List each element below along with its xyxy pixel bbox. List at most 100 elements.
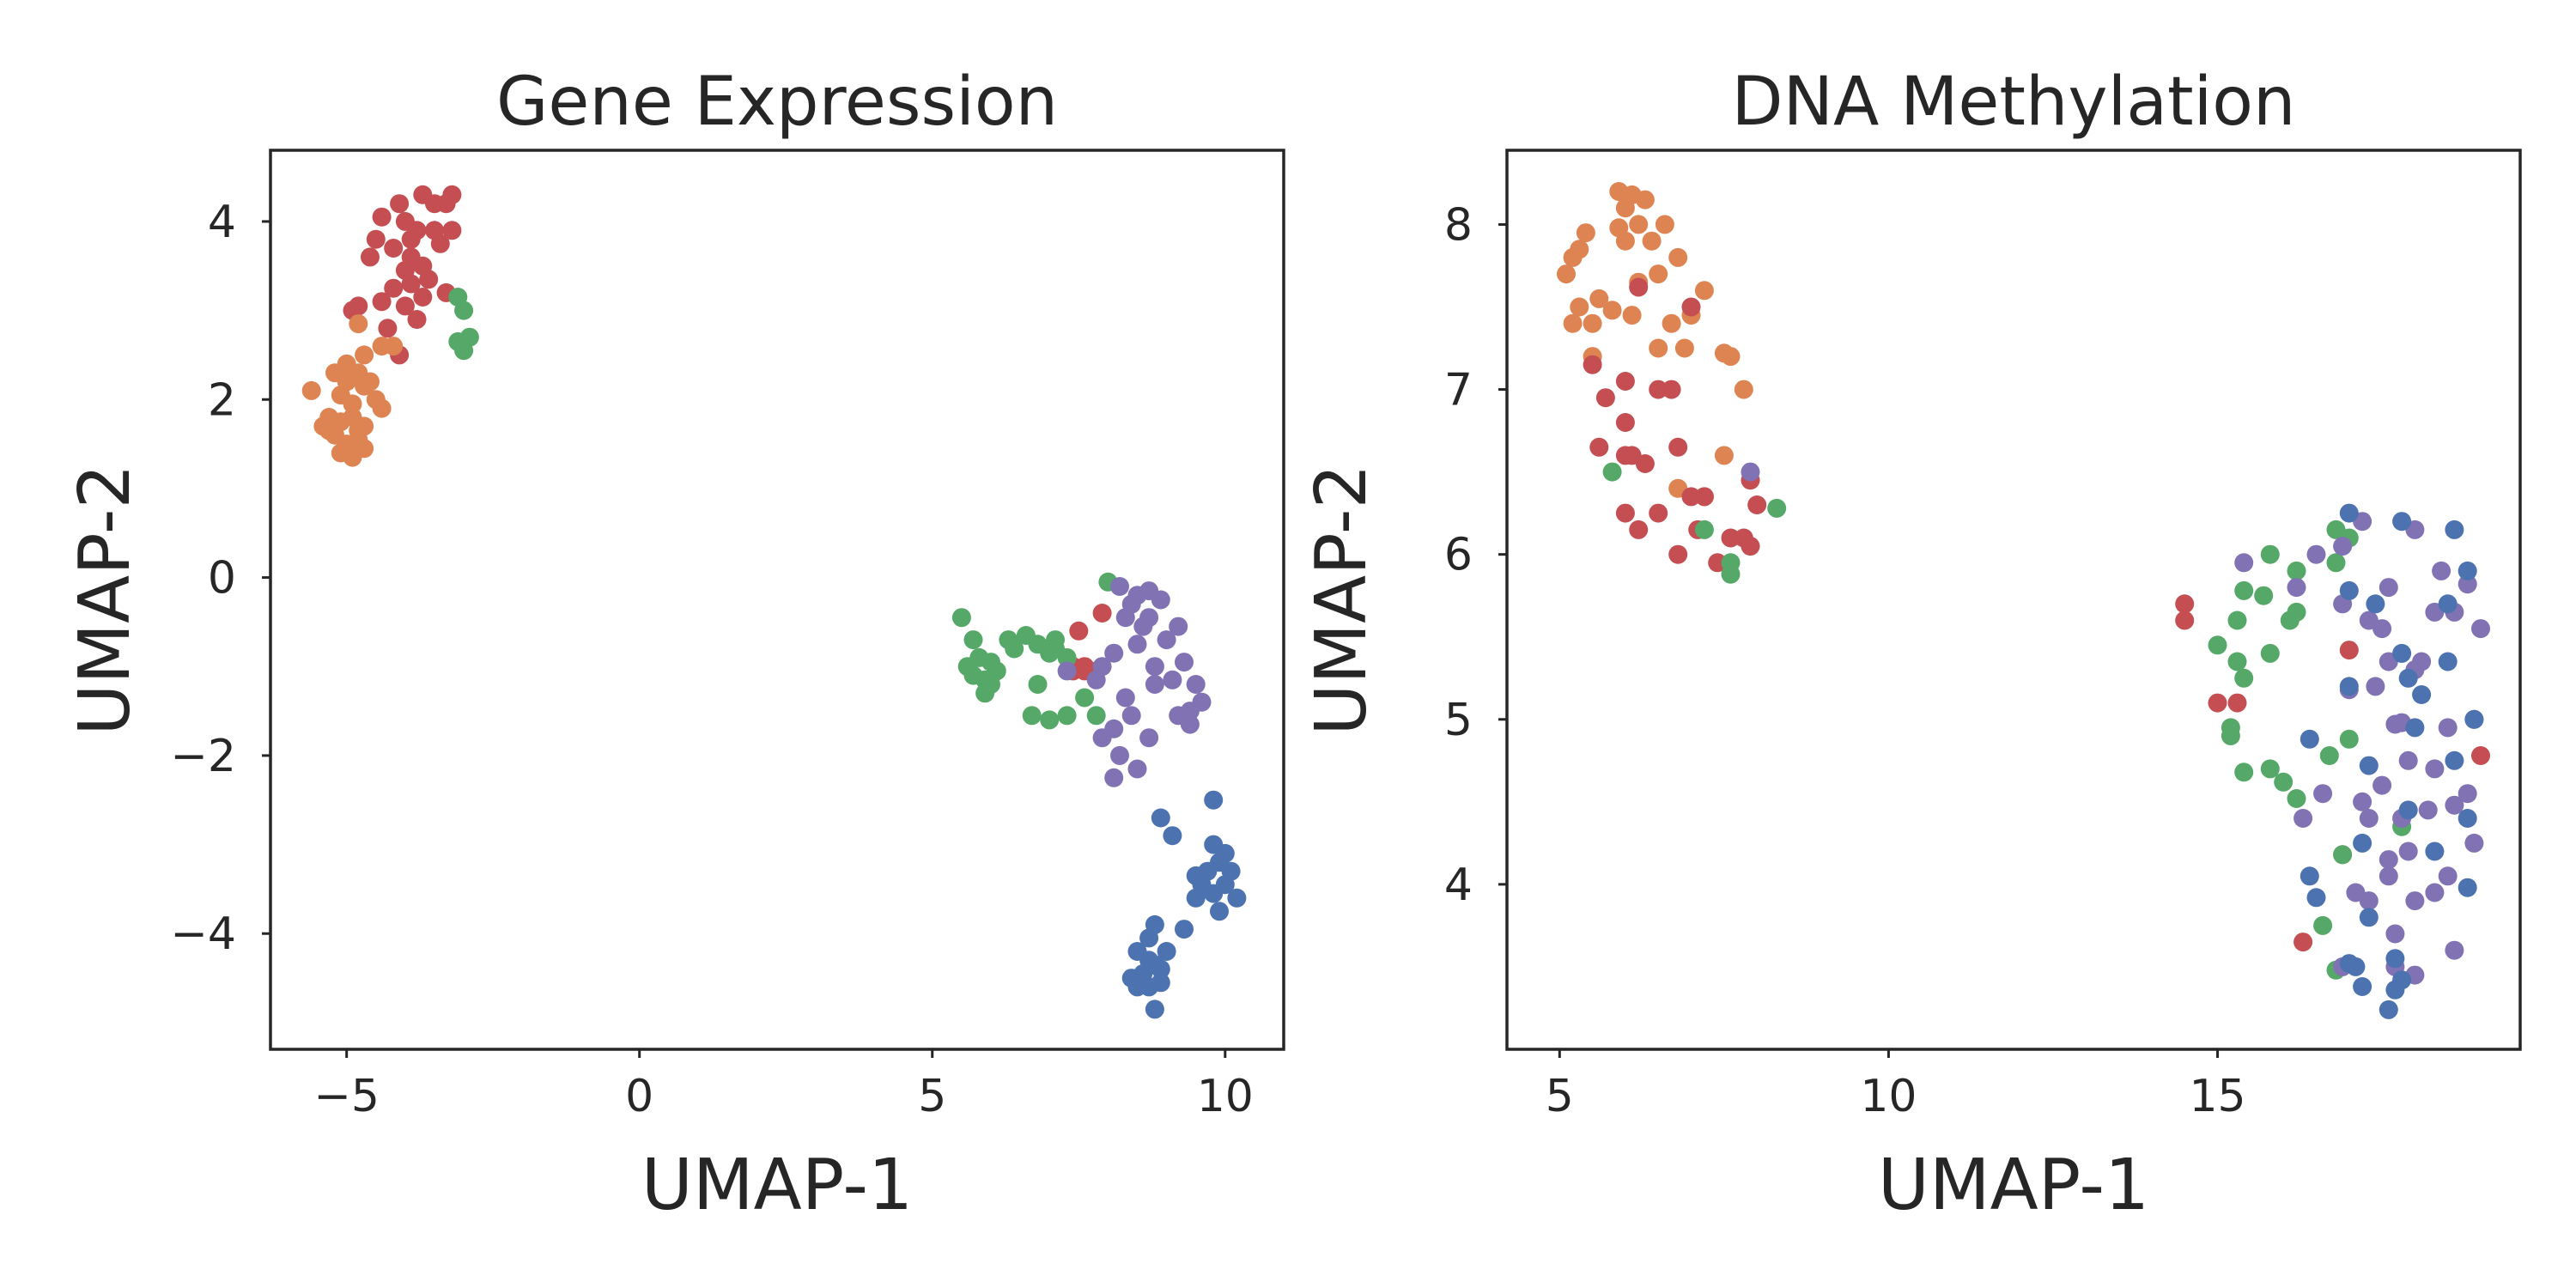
scatter-point (1668, 437, 1688, 457)
scatter-point (2208, 693, 2227, 713)
scatter-point (2234, 580, 2254, 600)
scatter-point (1629, 215, 1649, 234)
x-tick-label: 0 (625, 1071, 653, 1122)
scatter-point (951, 608, 971, 628)
scatter-point (2366, 594, 2385, 614)
scatter-point (1668, 247, 1688, 267)
scatter-point (448, 331, 468, 351)
scatter-point (1721, 528, 1741, 548)
scatter-point (2234, 668, 2254, 688)
scatter-point (1180, 714, 1200, 734)
scatter-point (2458, 809, 2477, 828)
scatter-point (1570, 297, 1589, 317)
scatter-point (1110, 577, 1129, 596)
scatter-point (384, 337, 404, 356)
scatter-point (2359, 908, 2379, 927)
scatter-point (1615, 198, 1635, 218)
y-tick-label: 7 (1444, 365, 1473, 416)
scatter-point (1121, 706, 1141, 726)
scatter-point (1086, 706, 1106, 726)
y-tick-label: 4 (208, 197, 236, 248)
scatter-point (2260, 544, 2280, 564)
dna-methylation-plot: 5 10 15 8 7 6 5 4 DNA Methylation UMAP-1 UMAP-2 (1301, 64, 2522, 1226)
scatter-point (2458, 878, 2477, 897)
scatter-point (2339, 503, 2359, 523)
scatter-point (2392, 643, 2412, 663)
scatter-point (1086, 670, 1106, 690)
scatter-point (1145, 657, 1164, 677)
scatter-point (1681, 487, 1701, 507)
scatter-point (2221, 726, 2240, 745)
scatter-point (2398, 668, 2418, 688)
x-tick-label: 15 (2189, 1071, 2245, 1122)
scatter-point (361, 247, 380, 267)
scatter-point (2464, 709, 2484, 729)
y-tick-label: 2 (208, 374, 236, 426)
scatter-point (1635, 190, 1655, 210)
scatter-point (2287, 602, 2306, 622)
scatter-point (1747, 495, 1767, 514)
scatter-point (2339, 641, 2359, 660)
scatter-point (2385, 949, 2405, 969)
scatter-point (413, 185, 433, 204)
scatter-point (2359, 809, 2379, 828)
scatter-point (1668, 544, 1688, 564)
scatter-point (2458, 561, 2477, 580)
scatter-point (2346, 883, 2366, 902)
series-3 (1057, 577, 1212, 787)
scatter-point (355, 376, 374, 396)
scatter-point (301, 380, 321, 400)
scatter-point (372, 292, 392, 312)
series-4 (2300, 503, 2484, 1019)
scatter-point (349, 421, 368, 440)
scatter-point (1157, 630, 1176, 650)
scatter-point (2438, 718, 2458, 738)
scatter-point (1151, 959, 1170, 979)
scatter-point (2438, 652, 2458, 671)
series-1 (301, 314, 404, 467)
scatter-point (975, 683, 995, 703)
scatter-point (2425, 759, 2445, 779)
scatter-point (2471, 746, 2490, 765)
scatter-point (442, 221, 462, 240)
scatter-point (1145, 999, 1164, 1019)
scatter-point (2313, 915, 2333, 935)
scatter-point (1104, 643, 1124, 663)
scatter-point (1602, 301, 1622, 320)
scatter-point (1694, 281, 1714, 301)
scatter-point (1040, 710, 1060, 730)
scatter-point (413, 288, 433, 307)
scatter-point (355, 439, 374, 459)
scatter-point (1589, 289, 1609, 308)
scatter-point (2445, 940, 2464, 960)
scatter-point (1714, 343, 1734, 363)
scatter-point (1674, 338, 1694, 358)
scatter-point (2306, 888, 2326, 908)
scatter-point (2234, 553, 2254, 573)
scatter-point (1629, 277, 1649, 297)
scatter-point (1694, 519, 1714, 539)
scatter-point (2227, 652, 2247, 671)
scatter-point (1110, 745, 1129, 765)
y-tick-label: 8 (1444, 199, 1473, 251)
scatter-point (407, 310, 427, 329)
series-0 (343, 185, 1112, 681)
scatter-point (1204, 884, 1224, 903)
scatter-point (1649, 380, 1668, 399)
scatter-point (987, 661, 1006, 681)
scatter-point (2398, 750, 2418, 770)
gene-expression-plot: −5 0 5 10 4 2 0 −2 −4 Gene Expression UMAP-1 UMAP-2 (64, 64, 1285, 1226)
y-tick-label: 0 (208, 553, 236, 605)
scatter-point (366, 229, 386, 249)
scatter-point (2339, 580, 2359, 600)
scatter-point (2346, 957, 2366, 976)
scatter-point (349, 314, 368, 334)
scatter-point (2398, 800, 2418, 820)
scatter-point (419, 270, 439, 289)
scatter-point (1662, 313, 1681, 333)
scatter-point (2366, 677, 2385, 696)
scatter-point (390, 194, 410, 214)
scatter-point (2293, 933, 2313, 952)
scatter-point (2333, 537, 2353, 556)
scatter-point (2445, 750, 2464, 770)
